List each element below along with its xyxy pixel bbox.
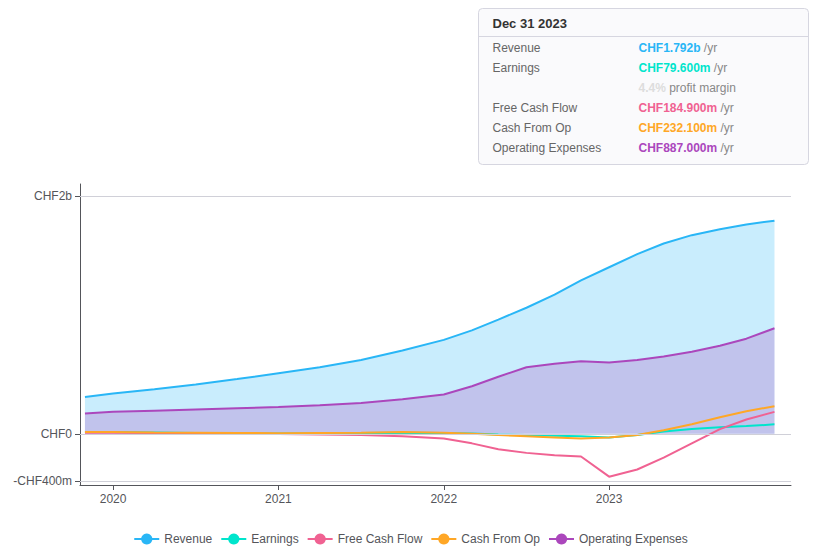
svg-text:2021: 2021	[265, 492, 292, 506]
svg-text:Revenue: Revenue	[493, 41, 541, 55]
svg-text:4.4%: 4.4%	[639, 81, 667, 95]
svg-text:/yr: /yr	[721, 121, 734, 135]
svg-text:CHF184.900m: CHF184.900m	[639, 101, 718, 115]
svg-text:2023: 2023	[596, 492, 623, 506]
svg-text:2020: 2020	[100, 492, 127, 506]
svg-text:Dec 31 2023: Dec 31 2023	[493, 16, 567, 31]
svg-text:-CHF400m: -CHF400m	[13, 474, 72, 488]
svg-text:/yr: /yr	[704, 41, 717, 55]
svg-text:Operating Expenses: Operating Expenses	[579, 532, 688, 546]
svg-text:/yr: /yr	[714, 61, 727, 75]
svg-text:2022: 2022	[430, 492, 457, 506]
svg-text:CHF79.600m: CHF79.600m	[639, 61, 711, 75]
svg-text:Free Cash Flow: Free Cash Flow	[493, 101, 578, 115]
svg-text:Earnings: Earnings	[251, 532, 298, 546]
svg-text:Free Cash Flow: Free Cash Flow	[338, 532, 423, 546]
svg-text:CHF232.100m: CHF232.100m	[639, 121, 718, 135]
svg-text:Cash From Op: Cash From Op	[461, 532, 540, 546]
svg-text:profit margin: profit margin	[669, 81, 736, 95]
svg-text:/yr: /yr	[721, 141, 734, 155]
svg-text:Operating Expenses: Operating Expenses	[493, 141, 602, 155]
svg-text:CHF0: CHF0	[41, 427, 73, 441]
svg-text:CHF2b: CHF2b	[34, 189, 72, 203]
svg-text:Cash From Op: Cash From Op	[493, 121, 572, 135]
svg-text:Revenue: Revenue	[164, 532, 212, 546]
svg-text:CHF887.000m: CHF887.000m	[639, 141, 718, 155]
svg-text:CHF1.792b: CHF1.792b	[639, 41, 701, 55]
svg-text:/yr: /yr	[721, 101, 734, 115]
svg-text:Earnings: Earnings	[493, 61, 540, 75]
